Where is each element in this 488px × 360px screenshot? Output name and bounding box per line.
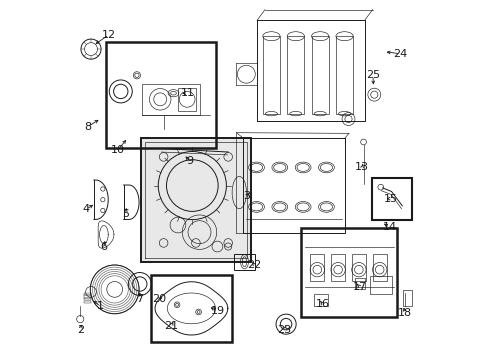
Bar xyxy=(335,36,352,114)
Bar xyxy=(178,88,196,111)
Bar xyxy=(83,293,91,295)
Bar xyxy=(142,84,199,115)
Text: 23: 23 xyxy=(277,325,291,335)
Text: 18: 18 xyxy=(397,309,411,318)
Text: 13: 13 xyxy=(354,162,368,172)
Bar xyxy=(354,278,364,289)
Bar xyxy=(233,253,254,270)
Bar xyxy=(83,296,91,298)
Text: 5: 5 xyxy=(122,209,129,219)
Text: 19: 19 xyxy=(210,306,224,316)
Bar xyxy=(141,138,250,262)
Bar xyxy=(402,290,411,306)
Text: 11: 11 xyxy=(181,88,194,98)
Text: 24: 24 xyxy=(392,49,407,59)
Bar xyxy=(83,301,91,303)
Text: 14: 14 xyxy=(382,222,396,232)
Text: 2: 2 xyxy=(77,325,83,335)
Bar xyxy=(141,138,250,262)
Text: 9: 9 xyxy=(186,156,193,166)
Bar xyxy=(371,178,411,220)
Bar xyxy=(286,36,304,114)
Text: 12: 12 xyxy=(102,30,116,40)
Text: 25: 25 xyxy=(365,70,379,80)
Text: 16: 16 xyxy=(315,299,329,309)
Bar xyxy=(150,275,232,342)
Bar xyxy=(311,36,328,114)
Bar xyxy=(301,228,396,317)
Text: 22: 22 xyxy=(247,260,261,270)
Bar xyxy=(83,298,91,301)
Bar xyxy=(369,276,391,294)
Bar xyxy=(262,36,280,114)
Text: 20: 20 xyxy=(152,294,166,304)
Text: 3: 3 xyxy=(243,191,249,201)
Text: 8: 8 xyxy=(84,122,91,132)
Bar xyxy=(330,253,345,282)
Bar xyxy=(351,253,366,282)
Text: 7: 7 xyxy=(136,294,143,304)
Text: 4: 4 xyxy=(82,204,89,215)
Bar xyxy=(309,253,324,282)
Bar xyxy=(314,294,327,306)
Text: 1: 1 xyxy=(97,301,103,311)
Bar xyxy=(372,253,386,282)
Text: 10: 10 xyxy=(111,144,125,154)
Text: 6: 6 xyxy=(100,242,107,252)
Bar xyxy=(106,41,215,148)
Text: 15: 15 xyxy=(383,194,397,204)
Text: 17: 17 xyxy=(352,282,366,292)
Text: 21: 21 xyxy=(163,321,178,331)
